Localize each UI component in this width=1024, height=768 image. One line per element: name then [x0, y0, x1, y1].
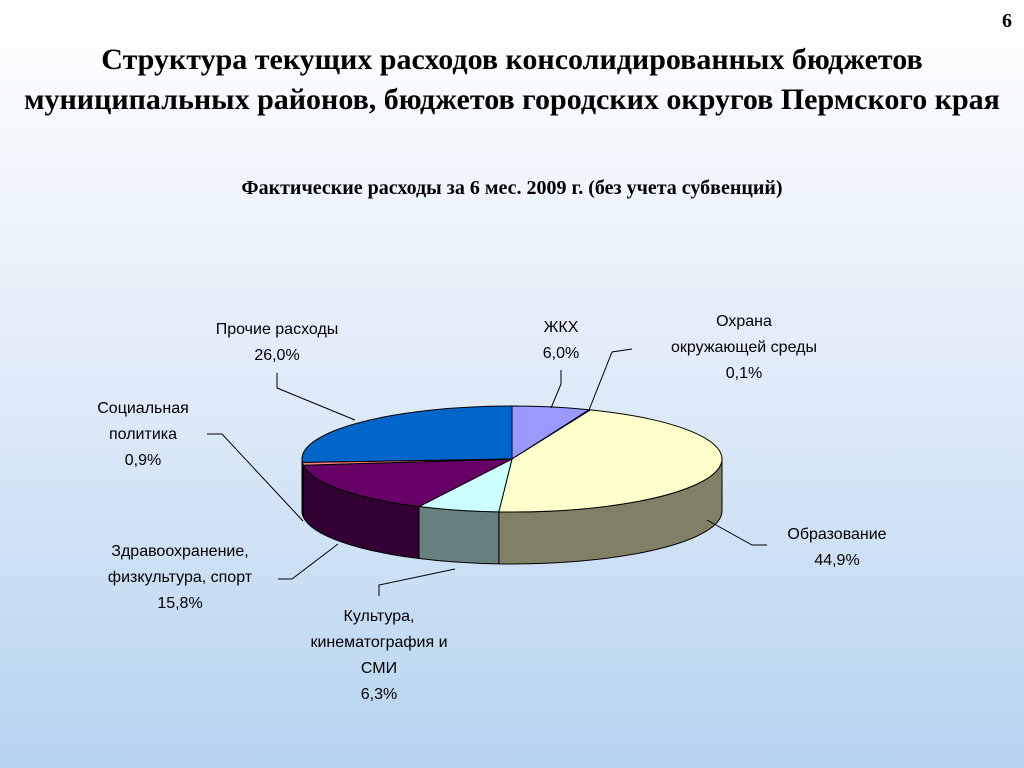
slice-name-label-2: окружающей среды	[671, 339, 817, 356]
slice-name-label-4: Культура,	[344, 608, 415, 625]
leader-line-7	[276, 373, 356, 421]
slice-name-label-5: Здравоохранение,	[111, 543, 248, 560]
leader-line-1	[550, 370, 562, 409]
slice-value-label-7: 26,0%	[254, 347, 299, 364]
slice-name-label-3: Образование	[787, 526, 886, 543]
slide-title: Структура текущих расходов консолидирова…	[24, 43, 1000, 116]
slice-value-label-1: 6,0%	[543, 345, 579, 362]
slice-7-top	[301, 405, 513, 463]
slice-name-label-4: СМИ	[361, 660, 397, 677]
slice-value-label-5: 15,8%	[157, 595, 202, 612]
leader-line-3	[706, 519, 767, 546]
slice-name-label-4: кинематография и	[310, 634, 447, 651]
slice-value-label-4: 6,3%	[361, 686, 397, 703]
slice-name-label-7: Прочие расходы	[216, 321, 339, 338]
chart-subtitle: Фактические расходы за 6 мес. 2009 г. (б…	[241, 177, 783, 199]
slice-name-label-1: ЖКХ	[544, 319, 579, 336]
leader-line-5	[278, 543, 339, 580]
slice-value-label-6: 0,9%	[125, 452, 161, 469]
slice-5-top	[302, 458, 513, 508]
slice-name-label-6: Социальная	[97, 400, 189, 417]
slice-4-side	[418, 506, 500, 565]
slice-name-label-6: политика	[109, 426, 177, 443]
leader-line-4	[378, 568, 456, 596]
slice-value-label-2: 0,1%	[726, 365, 762, 382]
slice-name-label-2: Охрана	[716, 313, 772, 330]
data-labels-group: ЖКХ 6,0% Охрана окружающей среды 0,1% Образов…	[97, 313, 886, 703]
slice-value-label-3: 44,9%	[814, 552, 859, 569]
slice-3-top	[498, 409, 723, 513]
pie-tops-group	[301, 405, 723, 513]
leader-lines-group	[207, 348, 767, 596]
slice-name-label-5: физкультура, спорт	[108, 569, 253, 586]
leader-line-2	[588, 348, 633, 411]
slide-number: 6	[1002, 10, 1012, 32]
leader-line-6	[207, 433, 304, 522]
